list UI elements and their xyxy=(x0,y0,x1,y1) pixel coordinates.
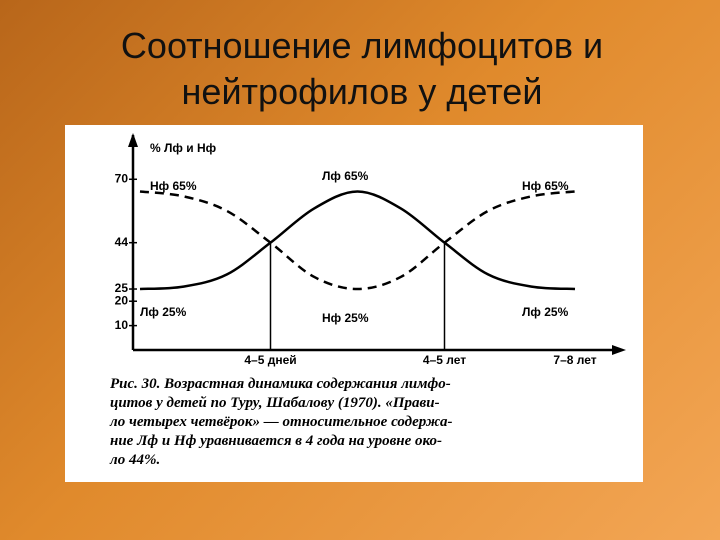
caption-line: Рис. 30. Возрастная динамика содержания … xyxy=(110,376,451,392)
caption-line: цитов у детей по Туру, Шабалову (1970). … xyxy=(110,395,440,411)
x-axis-arrow xyxy=(612,345,626,355)
caption-line: ло 44%. xyxy=(109,452,160,468)
y-tick-label: 44 xyxy=(115,235,129,249)
annotation: Нф 65% xyxy=(150,179,197,193)
caption-line: ло четырех четвёрок» — относительное сод… xyxy=(109,414,452,430)
x-tick-label: 7–8 лет xyxy=(553,353,596,367)
series-line xyxy=(139,190,576,291)
x-tick-label: 4–5 дней xyxy=(244,353,296,367)
y-tick-label: 10 xyxy=(115,318,129,332)
chart-panel xyxy=(65,125,643,482)
slide-title: Соотношение лимфоцитов и xyxy=(121,25,603,66)
annotation: Нф 25% xyxy=(322,311,369,325)
y-tick-label: 20 xyxy=(115,293,129,307)
series-line xyxy=(139,190,576,291)
annotation: Лф 25% xyxy=(522,305,569,319)
y-tick-label: 25 xyxy=(115,281,129,295)
y-axis-arrow xyxy=(128,133,138,147)
annotation: Нф 65% xyxy=(522,179,569,193)
y-tick-label: 70 xyxy=(115,171,129,185)
x-tick-label: 4–5 лет xyxy=(423,353,466,367)
slide-title: нейтрофилов у детей xyxy=(182,71,543,112)
caption-line: ние Лф и Нф уравнивается в 4 года на уро… xyxy=(110,433,442,449)
y-axis-label: % Лф и Нф xyxy=(150,141,217,155)
annotation: Лф 25% xyxy=(140,305,187,319)
annotation: Лф 65% xyxy=(322,169,369,183)
